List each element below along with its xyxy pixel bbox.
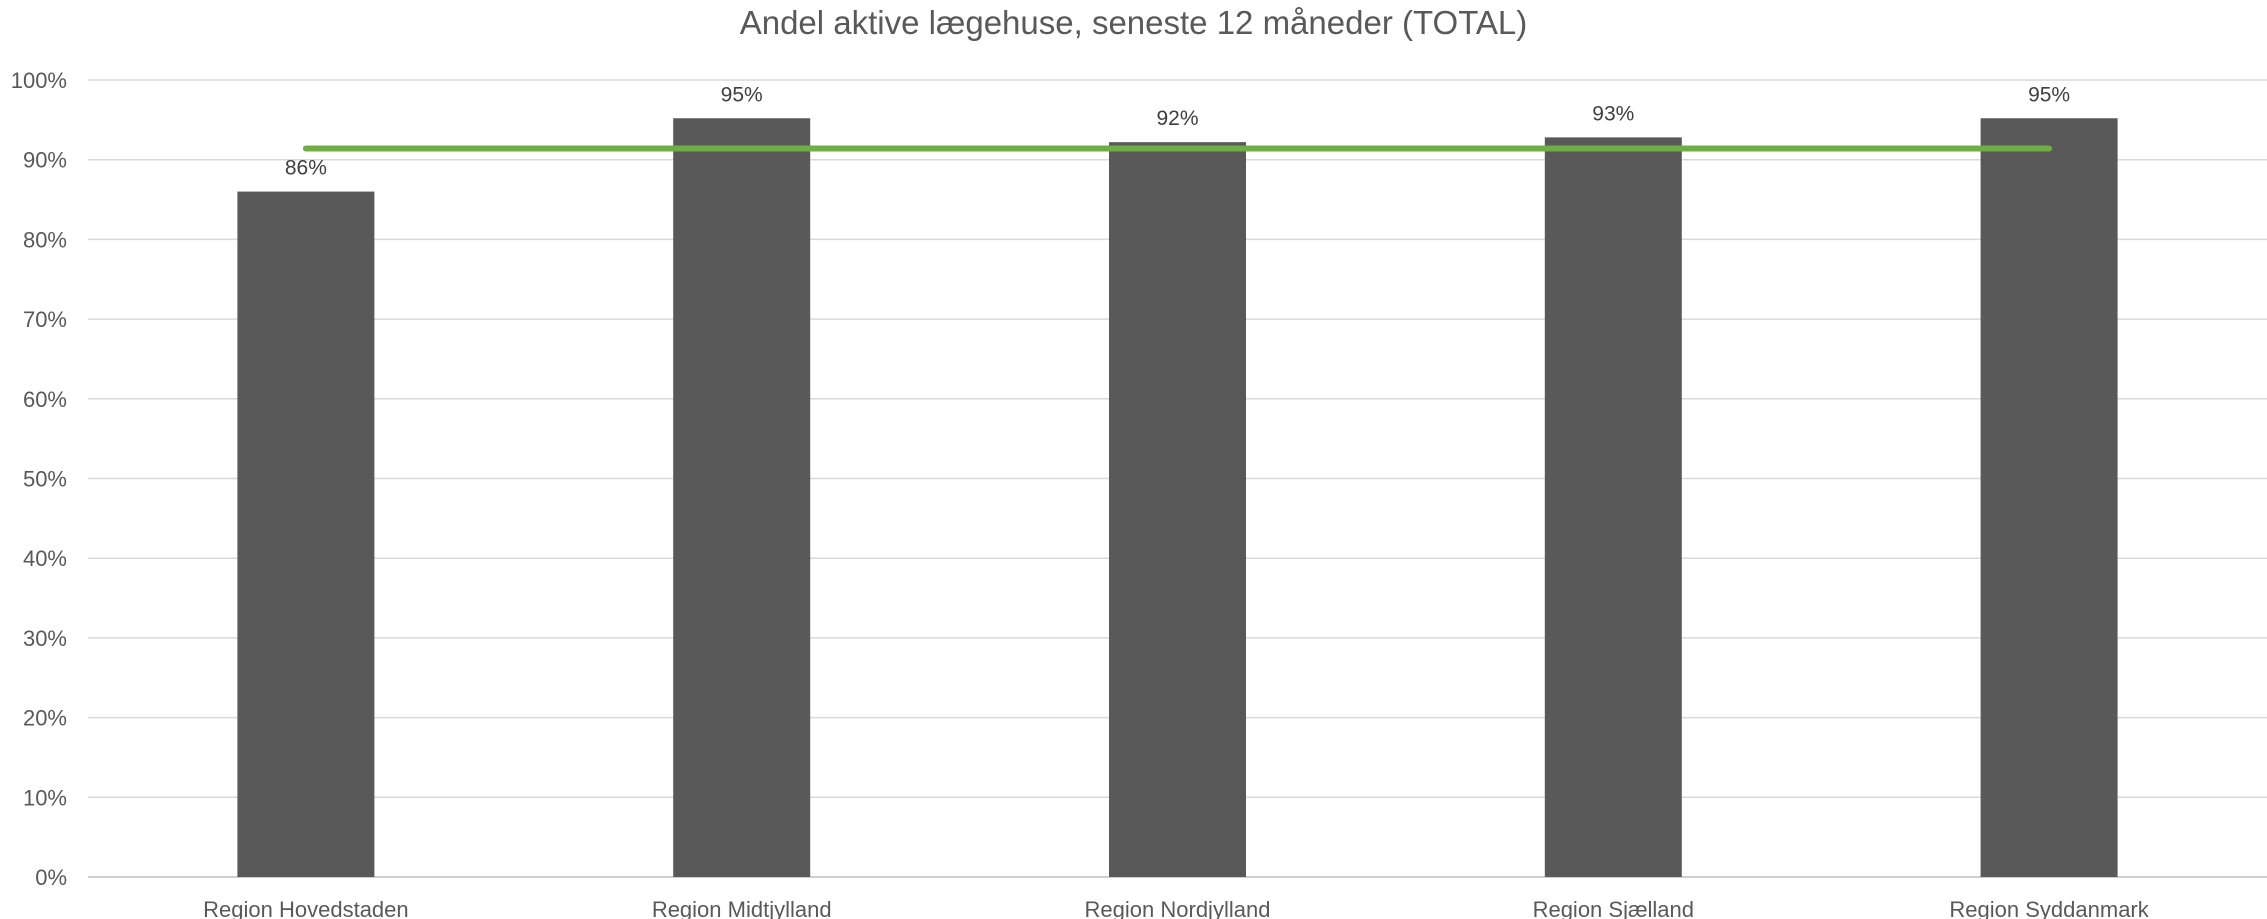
data-label: 95%	[721, 83, 763, 106]
x-tick-label: Region Hovedstaden	[203, 897, 408, 919]
bar	[237, 191, 375, 877]
y-tick-label: 90%	[23, 148, 67, 173]
data-labels: 86% 95% 92% 93% 95%	[285, 83, 2070, 179]
y-tick-label: 70%	[23, 307, 67, 332]
x-tick-label: Region Syddanmark	[1949, 897, 2149, 919]
y-axis: 0% 10% 20% 30% 40% 50% 60% 70% 80% 90% 100%	[11, 68, 67, 890]
chart-title: Andel aktive lægehuse, seneste 12 månede…	[739, 4, 1528, 41]
data-label: 95%	[2028, 83, 2070, 106]
y-tick-label: 50%	[23, 467, 67, 492]
y-tick-label: 10%	[23, 785, 67, 810]
y-tick-label: 100%	[11, 68, 67, 93]
data-label: 92%	[1156, 107, 1198, 130]
bars	[237, 118, 2118, 878]
x-axis: Region Hovedstaden Region Midtjylland Regi…	[203, 897, 2150, 919]
x-tick-label: Region Midtjylland	[652, 897, 832, 919]
y-tick-label: 40%	[23, 546, 67, 571]
bar	[1980, 118, 2118, 878]
x-tick-label: Region Nordjylland	[1085, 897, 1271, 919]
bar	[1544, 137, 1682, 877]
y-tick-label: 0%	[35, 865, 67, 890]
data-label: 86%	[285, 157, 327, 180]
y-tick-label: 80%	[23, 227, 67, 252]
bar	[673, 118, 811, 878]
x-tick-label: Region Sjælland	[1533, 897, 1694, 919]
data-label: 93%	[1592, 102, 1634, 125]
bar	[1109, 142, 1246, 877]
y-tick-label: 20%	[23, 706, 67, 731]
y-tick-label: 30%	[23, 626, 67, 651]
y-tick-label: 60%	[23, 387, 67, 412]
